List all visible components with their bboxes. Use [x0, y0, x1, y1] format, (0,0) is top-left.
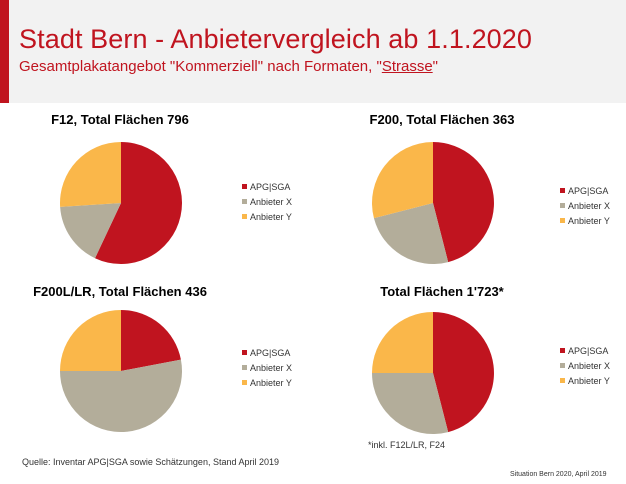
pie-slice-anbieter-x — [373, 203, 449, 264]
pie-slice-apg-sga — [433, 312, 494, 433]
pie-chart-f200 — [372, 142, 494, 264]
legend-swatch — [560, 363, 565, 368]
legend-swatch — [242, 214, 247, 219]
pie-slice-anbieter-x — [60, 203, 121, 259]
legend-swatch — [242, 365, 247, 370]
pie-slice-anbieter-x — [60, 359, 182, 432]
pie-slice-anbieter-y — [372, 142, 433, 219]
legend-item-anbieter-y: Anbieter Y — [560, 374, 610, 389]
legend-item-anbieter-y: Anbieter Y — [560, 214, 610, 229]
subtitle-prefix: Gesamtplakatangebot "Kommerziell" nach F… — [19, 58, 382, 75]
page-subtitle: Gesamtplakatangebot "Kommerziell" nach F… — [19, 58, 438, 75]
legend-label: APG|SGA — [250, 348, 291, 358]
legend-item-anbieter-x: Anbieter X — [242, 195, 292, 210]
situation-stamp: Situation Bern 2020, April 2019 — [510, 471, 607, 478]
footnote: *inkl. F12L/LR, F24 — [368, 440, 446, 450]
legend-label: Anbieter X — [568, 201, 611, 211]
pie-chart-total — [372, 312, 494, 434]
legend-swatch — [242, 350, 247, 355]
chart-title: F12, Total Flächen 796 — [51, 112, 189, 127]
legend-label: APG|SGA — [568, 186, 609, 196]
pie-slice-anbieter-x — [372, 373, 449, 434]
pie-chart-f200l — [60, 310, 182, 432]
pie-slice-apg-sga — [121, 310, 181, 371]
chart-legend: APG|SGA Anbieter X Anbieter Y — [242, 346, 292, 391]
legend-item-anbieter-x: Anbieter X — [560, 199, 610, 214]
pie-chart-f12 — [59, 142, 183, 264]
legend-label: APG|SGA — [568, 346, 609, 356]
pie-slice-apg-sga — [433, 142, 494, 263]
legend-label: Anbieter X — [250, 363, 293, 373]
legend-label: Anbieter X — [250, 197, 293, 207]
legend-swatch — [560, 188, 565, 193]
chart-title: F200L/LR, Total Flächen 436 — [33, 284, 207, 299]
chart-legend: APG|SGA Anbieter X Anbieter Y — [560, 184, 610, 229]
legend-swatch — [242, 199, 247, 204]
chart-panel-total: Total Flächen 1'723* APG|SGA Anbieter X An… — [326, 284, 626, 454]
legend-item-anbieter-x: Anbieter X — [560, 359, 610, 374]
subtitle-suffix: " — [432, 58, 438, 75]
header-band — [0, 0, 626, 103]
legend-item-apg-sga: APG|SGA — [242, 346, 292, 361]
source-note: Quelle: Inventar APG|SGA sowie Schätzung… — [22, 457, 279, 467]
chart-panel-f200l: F200L/LR, Total Flächen 436 APG|SGA Anbie… — [10, 284, 310, 454]
pie-slice-anbieter-y — [372, 312, 433, 373]
page-title: Stadt Bern - Anbietervergleich ab 1.1.20… — [19, 24, 533, 54]
legend-item-apg-sga: APG|SGA — [242, 180, 292, 195]
legend-label: Anbieter Y — [568, 216, 610, 226]
legend-label: Anbieter X — [568, 361, 611, 371]
chart-title: F200, Total Flächen 363 — [369, 112, 515, 127]
header-accent-bar — [0, 0, 9, 103]
legend-swatch — [560, 203, 565, 208]
legend-label: APG|SGA — [250, 182, 291, 192]
legend-swatch — [242, 380, 247, 385]
legend-swatch — [242, 184, 247, 189]
pie-slice-anbieter-y — [60, 310, 121, 371]
pie-slice-anbieter-y — [59, 142, 121, 207]
subtitle-underlined: Strasse — [381, 58, 433, 75]
chart-panel-f12: F12, Total Flächen 796 APG|SGA Anbieter X… — [10, 112, 310, 282]
legend-item-anbieter-y: Anbieter Y — [242, 210, 292, 225]
chart-legend: APG|SGA Anbieter X Anbieter Y — [242, 180, 292, 225]
legend-label: Anbieter Y — [250, 212, 292, 222]
legend-item-anbieter-x: Anbieter X — [242, 361, 292, 376]
legend-swatch — [560, 378, 565, 383]
legend-swatch — [560, 348, 565, 353]
legend-item-apg-sga: APG|SGA — [560, 344, 610, 359]
chart-legend: APG|SGA Anbieter X Anbieter Y — [560, 344, 610, 389]
legend-label: Anbieter Y — [568, 376, 610, 386]
legend-item-apg-sga: APG|SGA — [560, 184, 610, 199]
pie-slice-apg-sga — [95, 142, 183, 264]
legend-label: Anbieter Y — [250, 378, 292, 388]
legend-swatch — [560, 218, 565, 223]
legend-item-anbieter-y: Anbieter Y — [242, 376, 292, 391]
chart-title: Total Flächen 1'723* — [380, 284, 504, 299]
chart-panel-f200: F200, Total Flächen 363 APG|SGA Anbieter … — [326, 112, 626, 282]
